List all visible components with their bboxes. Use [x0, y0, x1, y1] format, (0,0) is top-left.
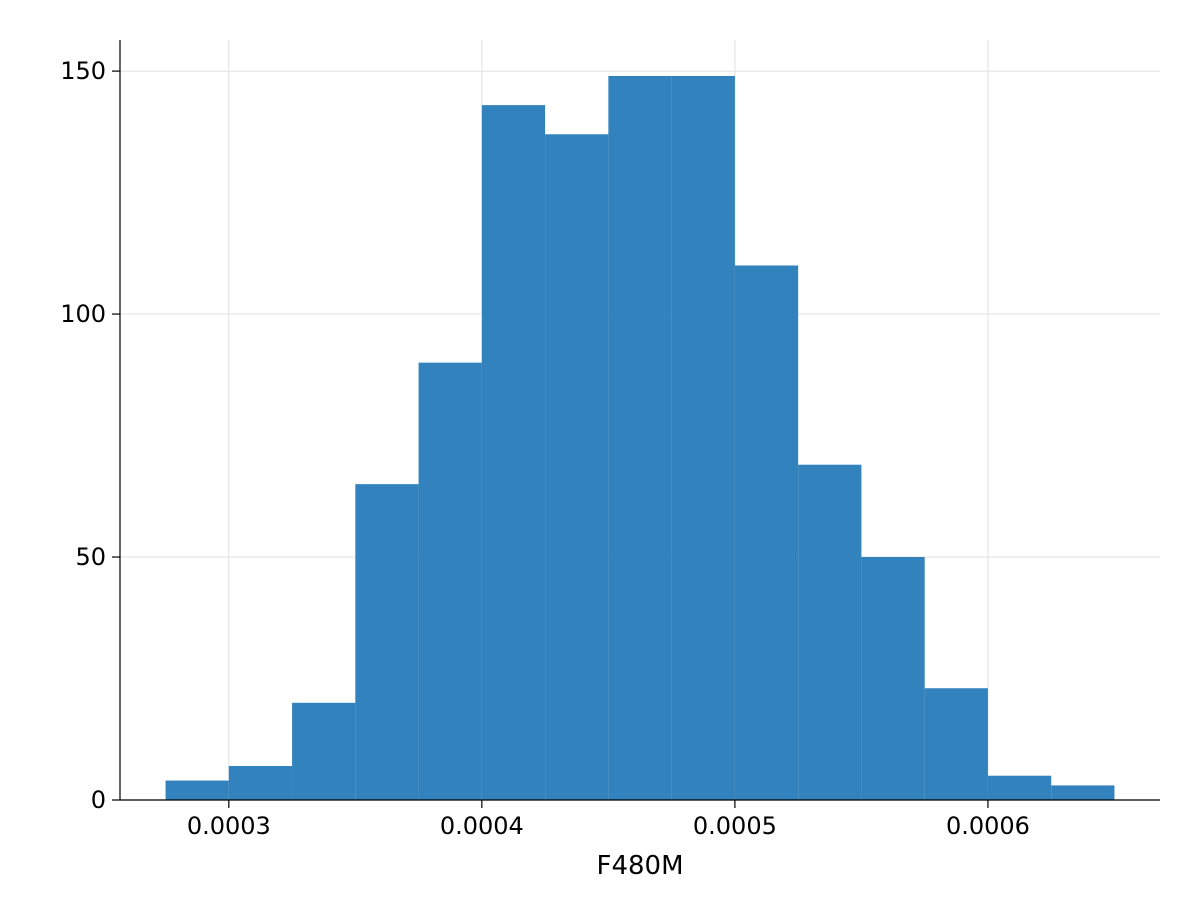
x-axis-label: F480M [596, 851, 683, 881]
histogram-bar [608, 76, 671, 800]
histogram-chart: 0.0003 0.0004 0.0005 0.0006 0 50 100 150 F480M [0, 0, 1200, 900]
histogram-bar [672, 76, 735, 800]
histogram-bar [166, 781, 229, 800]
histogram-bar [925, 688, 988, 800]
y-tick-label: 50 [75, 543, 106, 571]
histogram-bar [229, 766, 292, 800]
histogram-bar [482, 105, 545, 800]
x-tick-label: 0.0006 [946, 812, 1030, 840]
x-tick-label: 0.0004 [440, 812, 524, 840]
y-tick-label: 150 [60, 57, 106, 85]
x-tick-label: 0.0003 [187, 812, 271, 840]
x-tick-label: 0.0005 [693, 812, 777, 840]
histogram-bar [988, 776, 1051, 800]
histogram-bar [545, 134, 608, 800]
histogram-bar [861, 557, 924, 800]
histogram-bar [355, 484, 418, 800]
histogram-bar [1051, 785, 1114, 800]
histogram-bar [798, 465, 861, 800]
histogram-bar [292, 703, 355, 800]
y-tick-label: 100 [60, 300, 106, 328]
y-tick-label: 0 [91, 786, 106, 814]
histogram-bar [735, 265, 798, 800]
histogram-bar [419, 363, 482, 800]
